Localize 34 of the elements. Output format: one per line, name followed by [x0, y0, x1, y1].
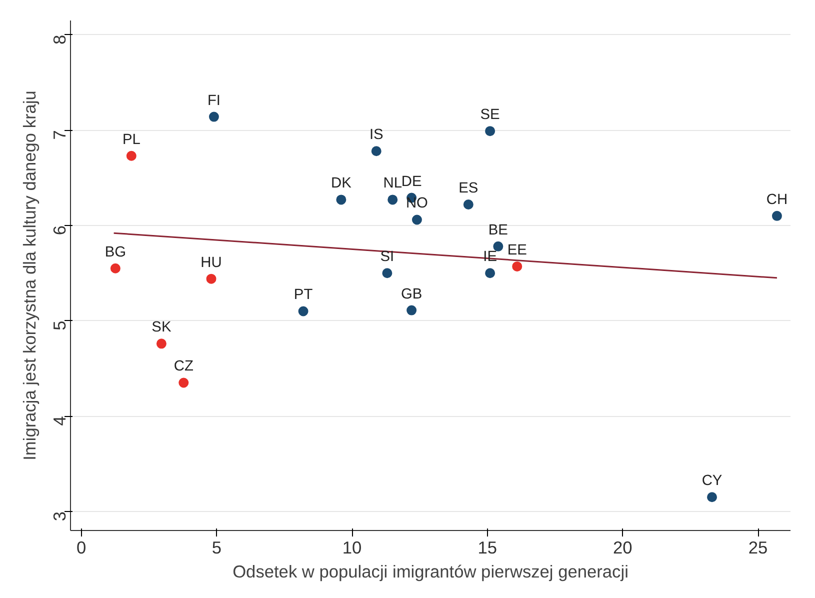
annotation: PL: [122, 132, 140, 148]
annotation: EE: [507, 242, 528, 258]
annotation: DE: [401, 174, 422, 190]
annotation: CH: [766, 192, 788, 208]
annotation: NL: [383, 176, 402, 192]
annotation: ES: [458, 180, 478, 196]
y-tick-label: 5: [50, 320, 70, 330]
x-tick-label: 25: [748, 538, 768, 558]
x-tick-label: 20: [613, 538, 632, 558]
x-axis-title: Odsetek w populacji imigrantów pierwszej generacji: [232, 562, 628, 582]
x-tick-label: 10: [342, 538, 362, 558]
annotation: IS: [369, 127, 384, 144]
y-tick-label: 4: [50, 416, 70, 426]
y-tick-label: 3: [50, 511, 70, 522]
annotation: BG: [104, 244, 126, 260]
annotation: HU: [200, 254, 222, 271]
annotation: SI: [380, 249, 394, 266]
annotation: NO: [406, 196, 428, 212]
annotation: PT: [294, 287, 313, 304]
annotation: CY: [702, 473, 722, 490]
x-tick-label: 0: [76, 538, 86, 558]
y-tick-label: 8: [50, 34, 70, 44]
x-tick-label: 15: [478, 538, 497, 558]
y-tick-label: 6: [50, 225, 70, 236]
x-tick-label: 5: [212, 538, 222, 558]
annotation: GB: [400, 286, 422, 302]
y-tick-label: 7: [50, 130, 70, 140]
annotation: DK: [330, 176, 352, 192]
annotation: FI: [207, 92, 220, 109]
y-axis-title: Imigracja jest korzystna dla kultury danego kraju: [20, 90, 40, 460]
annotation: BE: [488, 222, 508, 238]
annotation: SK: [152, 320, 172, 336]
annotation: CZ: [174, 358, 194, 375]
annotation: SE: [480, 107, 500, 124]
